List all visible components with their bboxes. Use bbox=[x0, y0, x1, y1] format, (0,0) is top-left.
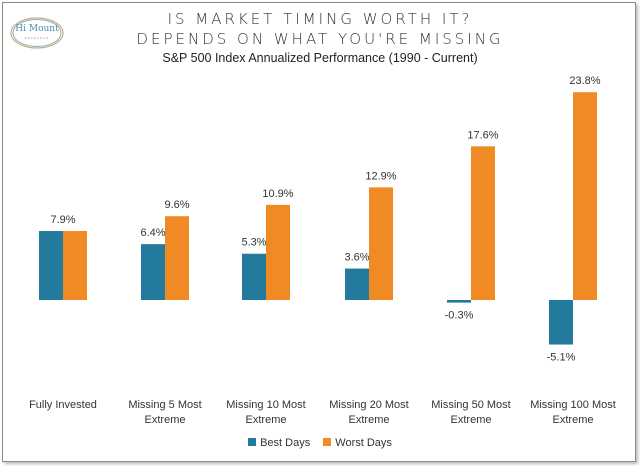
category-label-line: Missing 10 Most bbox=[226, 399, 306, 411]
chart-title: IS MARKET TIMING WORTH IT? bbox=[167, 10, 473, 28]
bar-worst-days bbox=[471, 146, 495, 300]
data-label: 6.4% bbox=[140, 227, 165, 239]
category-label-line: Missing 5 Most bbox=[128, 399, 202, 411]
data-label: 9.6% bbox=[164, 199, 189, 211]
logo bbox=[10, 17, 64, 49]
data-label: 3.6% bbox=[344, 252, 369, 264]
bar-best-days bbox=[242, 253, 266, 300]
category-label: Fully Invested bbox=[13, 398, 113, 413]
category-label: Missing 20 Most Extreme bbox=[319, 398, 419, 428]
category-label-line: Extreme bbox=[450, 414, 492, 426]
bar-worst-days bbox=[369, 187, 393, 300]
bar-best-days bbox=[141, 244, 165, 300]
chart-subtitle: S&P 500 Index Annualized Performance (19… bbox=[162, 51, 478, 65]
logo-subtext: RESEARCH bbox=[24, 36, 50, 40]
category-label-line: Extreme bbox=[144, 414, 186, 426]
category-label: Missing 50 Most Extreme bbox=[421, 398, 521, 428]
category-label-line: Missing 50 Most bbox=[431, 399, 511, 411]
legend: Best Days Worst Days bbox=[0, 437, 640, 449]
category-label-line: Missing 100 Most bbox=[530, 399, 616, 411]
legend-swatch-worst bbox=[323, 438, 332, 446]
bar-worst-days bbox=[573, 92, 597, 300]
data-label: 17.6% bbox=[467, 129, 498, 141]
data-label: 23.8% bbox=[569, 75, 600, 87]
bar-best-days bbox=[549, 300, 573, 345]
data-label: -0.3% bbox=[445, 310, 474, 322]
bar-best-days bbox=[447, 300, 471, 303]
legend-label: Worst Days bbox=[335, 437, 392, 449]
category-label-line: Fully Invested bbox=[29, 399, 97, 411]
bar-best-days bbox=[345, 268, 369, 300]
bar-worst-days bbox=[165, 216, 189, 300]
bar-worst-days bbox=[63, 231, 87, 300]
category-label-line: Extreme bbox=[348, 414, 390, 426]
data-label: 10.9% bbox=[262, 188, 293, 200]
category-label-line: Extreme bbox=[552, 414, 594, 426]
data-label: 7.9% bbox=[50, 214, 75, 226]
category-label: Missing 100 Most Extreme bbox=[523, 398, 623, 428]
data-label: 12.9% bbox=[365, 170, 396, 182]
bar-best-days bbox=[39, 231, 63, 300]
category-label: Missing 10 Most Extreme bbox=[216, 398, 316, 428]
legend-swatch-best bbox=[248, 438, 257, 446]
category-label-line: Extreme bbox=[245, 414, 287, 426]
logo-text: Hi Mount bbox=[15, 24, 59, 34]
legend-item-best-days: Best Days bbox=[248, 437, 310, 449]
bar-worst-days bbox=[266, 204, 290, 300]
chart-title-line2: DEPENDS ON WHAT YOU'RE MISSING bbox=[136, 30, 504, 48]
chart-frame bbox=[2, 2, 636, 462]
data-label: -5.1% bbox=[547, 352, 576, 364]
data-label: 5.3% bbox=[241, 237, 266, 249]
legend-item-worst-days: Worst Days bbox=[323, 437, 392, 449]
legend-label: Best Days bbox=[260, 437, 311, 449]
category-label: Missing 5 Most Extreme bbox=[115, 398, 215, 428]
category-label-line: Missing 20 Most bbox=[329, 399, 409, 411]
